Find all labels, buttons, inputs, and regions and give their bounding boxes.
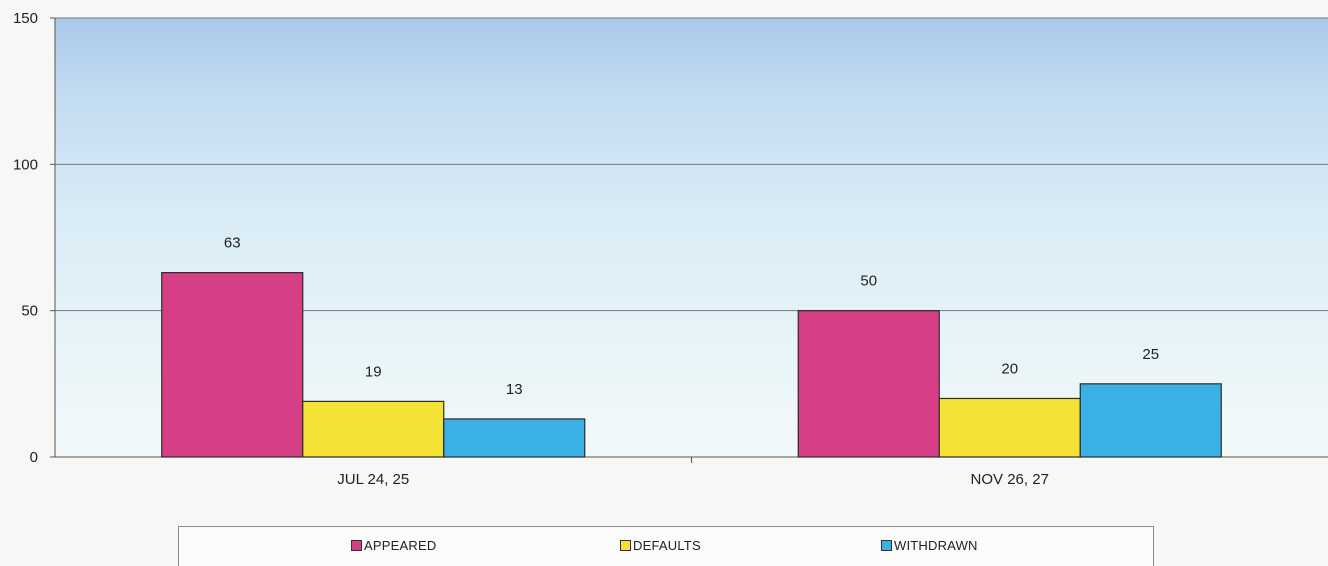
data-label: 20 [1001,360,1018,377]
x-tick-label: JUL 24, 25 [337,471,409,488]
bar [797,310,940,458]
legend-item-defaults: DEFAULTS [620,538,701,553]
bars [161,272,1222,458]
bar [161,272,304,458]
legend: APPEARED DEFAULTS WITHDRAWN [178,526,1154,566]
bar [443,418,586,458]
y-tick-label: 150 [13,10,38,27]
data-label: 63 [224,235,241,252]
legend-label-appeared: APPEARED [364,538,437,553]
data-label: 19 [365,363,382,380]
bar [302,400,445,458]
labels: 0 50 100 150 63 19 13 JUL 24, 25 50 20 25 NOV 26, 2… [13,10,1159,488]
data-label: 13 [506,381,523,398]
legend-label-withdrawn: WITHDRAWN [894,538,978,553]
bar [1079,383,1222,458]
x-tick-label: NOV 26, 27 [971,471,1049,488]
legend-item-withdrawn: WITHDRAWN [881,538,978,553]
legend-label-defaults: DEFAULTS [633,538,701,553]
y-tick-label: 0 [30,449,38,466]
legend-swatch-withdrawn [881,540,892,551]
legend-swatch-appeared [351,540,362,551]
legend-swatch-defaults [620,540,631,551]
bar [938,397,1081,458]
data-label: 25 [1142,346,1159,363]
data-label: 50 [860,273,877,290]
y-tick-label: 50 [21,303,38,320]
y-tick-label: 100 [13,156,38,173]
legend-item-appeared: APPEARED [351,538,436,553]
